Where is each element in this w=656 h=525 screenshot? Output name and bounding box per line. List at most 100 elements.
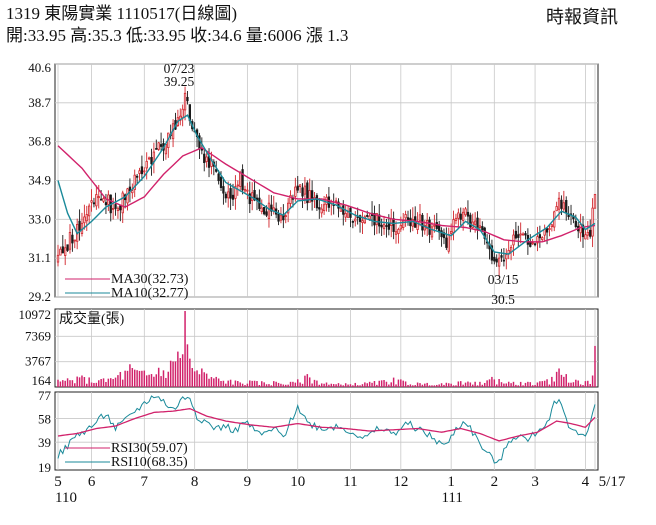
volume-bar [481, 384, 484, 387]
volume-bar [308, 377, 311, 387]
legend-label: RSI10(68.35) [111, 455, 188, 470]
volume-bar [304, 375, 306, 387]
candle-body [241, 169, 244, 191]
candle-body [303, 185, 307, 195]
volume-bar [177, 351, 179, 387]
candle-body [589, 229, 592, 237]
candle-body [320, 208, 323, 214]
candle-body [433, 224, 436, 227]
volume-bar [162, 370, 165, 387]
volume-bar [66, 378, 69, 387]
candle-body [392, 218, 395, 232]
volume-bar [121, 379, 124, 387]
candle-body [267, 202, 271, 219]
candle-body [203, 153, 206, 164]
volume-bar [515, 384, 517, 387]
candle-body [92, 202, 96, 205]
candle-body [375, 213, 378, 225]
candle-body [459, 213, 462, 220]
month-tick-label: 3 [531, 474, 539, 490]
volume-bar [407, 384, 409, 387]
end-date-label: 5/17 [599, 474, 626, 490]
volume-bar [551, 376, 553, 387]
candle-body [411, 219, 414, 227]
price-tick-label: 34.9 [28, 173, 51, 188]
candle-body [406, 217, 410, 221]
volume-bar [160, 376, 162, 387]
candle-body [222, 186, 225, 194]
volume-bar [198, 374, 201, 387]
month-tick-label: 4 [582, 474, 590, 490]
volume-bar [510, 383, 512, 387]
volume-bar [62, 380, 64, 387]
month-tick-label: 6 [88, 474, 96, 490]
volume-bar [282, 384, 285, 387]
volume-bar [215, 376, 217, 387]
volume-bar [227, 380, 229, 387]
volume-bar [169, 360, 172, 387]
volume-bar [261, 381, 263, 387]
volume-bar [275, 381, 277, 387]
rsi-tick-label: 77 [38, 388, 52, 403]
volume-bar [436, 384, 438, 387]
volume-bar [131, 368, 134, 387]
volume-bar [184, 311, 186, 387]
low-date-label: 03/15 [488, 272, 519, 287]
candle-body [550, 224, 553, 228]
volume-bar [251, 380, 253, 387]
volume-bar [100, 379, 102, 387]
candle-body [138, 170, 141, 174]
volume-bar [74, 383, 76, 387]
volume-bar [404, 381, 407, 387]
volume-bar [232, 384, 234, 387]
volume-bar [342, 385, 345, 387]
rsi-tick-label: 19 [38, 460, 51, 475]
volume-bar [268, 384, 270, 387]
candle-body [239, 172, 242, 187]
volume-bar [455, 385, 457, 387]
volume-bar [361, 384, 364, 387]
volume-bar [258, 385, 261, 387]
candle-body [102, 198, 105, 202]
high-value-label: 39.25 [164, 74, 195, 89]
volume-bar [81, 375, 83, 387]
candle-body [229, 188, 232, 199]
volume-tick-label: 10972 [19, 307, 52, 322]
volume-bar [380, 380, 383, 387]
candle-body [366, 215, 369, 217]
volume-bar [311, 383, 313, 387]
candle-body [493, 256, 496, 262]
candle-body [397, 228, 400, 234]
candle-body [533, 243, 537, 246]
candle-body [541, 237, 544, 240]
volume-bar [553, 381, 555, 387]
candle-body [502, 259, 506, 262]
candle-body [586, 231, 589, 236]
volume-bar [548, 384, 551, 387]
volume-bar [500, 382, 503, 387]
candle-body [435, 222, 438, 229]
candle-body [490, 245, 494, 261]
volume-bar [306, 374, 309, 387]
volume-bar [138, 370, 141, 387]
volume-bar [479, 381, 481, 387]
volume-bar [328, 384, 330, 387]
candle-body [260, 207, 263, 212]
candle-body [59, 248, 62, 256]
legend-label: MA10(32.77) [111, 286, 189, 301]
candle-body [277, 213, 280, 222]
volume-bar [165, 377, 167, 387]
year-label: 110 [55, 490, 77, 506]
candle-body [217, 173, 220, 182]
ohlc-summary: 開:33.95 高:35.3 低:33.95 收:34.6 量:6006 漲 1… [6, 26, 349, 45]
ma30-line [57, 145, 596, 243]
volume-bar [102, 378, 105, 387]
volume-bar [383, 380, 385, 387]
volume-bar [71, 380, 74, 387]
volume-bar [330, 383, 333, 387]
volume-bar [64, 380, 66, 387]
price-tick-label: 33.0 [28, 211, 51, 226]
volume-bar [582, 385, 584, 387]
candle-body [71, 234, 74, 244]
volume-bar [222, 380, 225, 387]
